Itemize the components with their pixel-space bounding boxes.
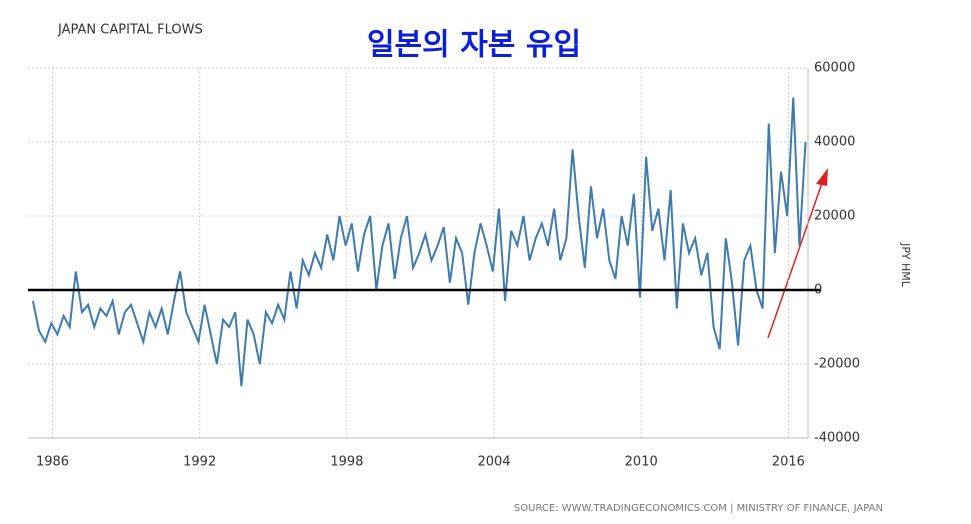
chart-subtitle: 일본의 자본 유입 [367,28,581,63]
y-tick-label: 40000 [814,135,855,150]
x-tick-label: 1992 [183,455,216,470]
source: SOURCE: WWW.TRADINGECONOMICS.COM | MINIS… [514,503,883,514]
annotation-arrow [767,182,823,339]
chart-title: JAPAN CAPITAL FLOWS [57,23,203,38]
y-tick-label: 20000 [814,209,855,224]
y-tick-label: 60000 [814,61,855,76]
y-axis-label: JPY HML [899,242,912,288]
y-tick-label: -20000 [814,357,860,372]
annotation-arrowhead [816,168,828,186]
x-tick-label: 2004 [477,455,510,470]
x-tick-label: 1986 [36,455,69,470]
x-tick-label: 2016 [772,455,805,470]
y-tick-label: -40000 [814,431,860,446]
x-tick-label: 2010 [625,455,658,470]
data-line [31,97,807,387]
x-tick-label: 1998 [330,455,363,470]
